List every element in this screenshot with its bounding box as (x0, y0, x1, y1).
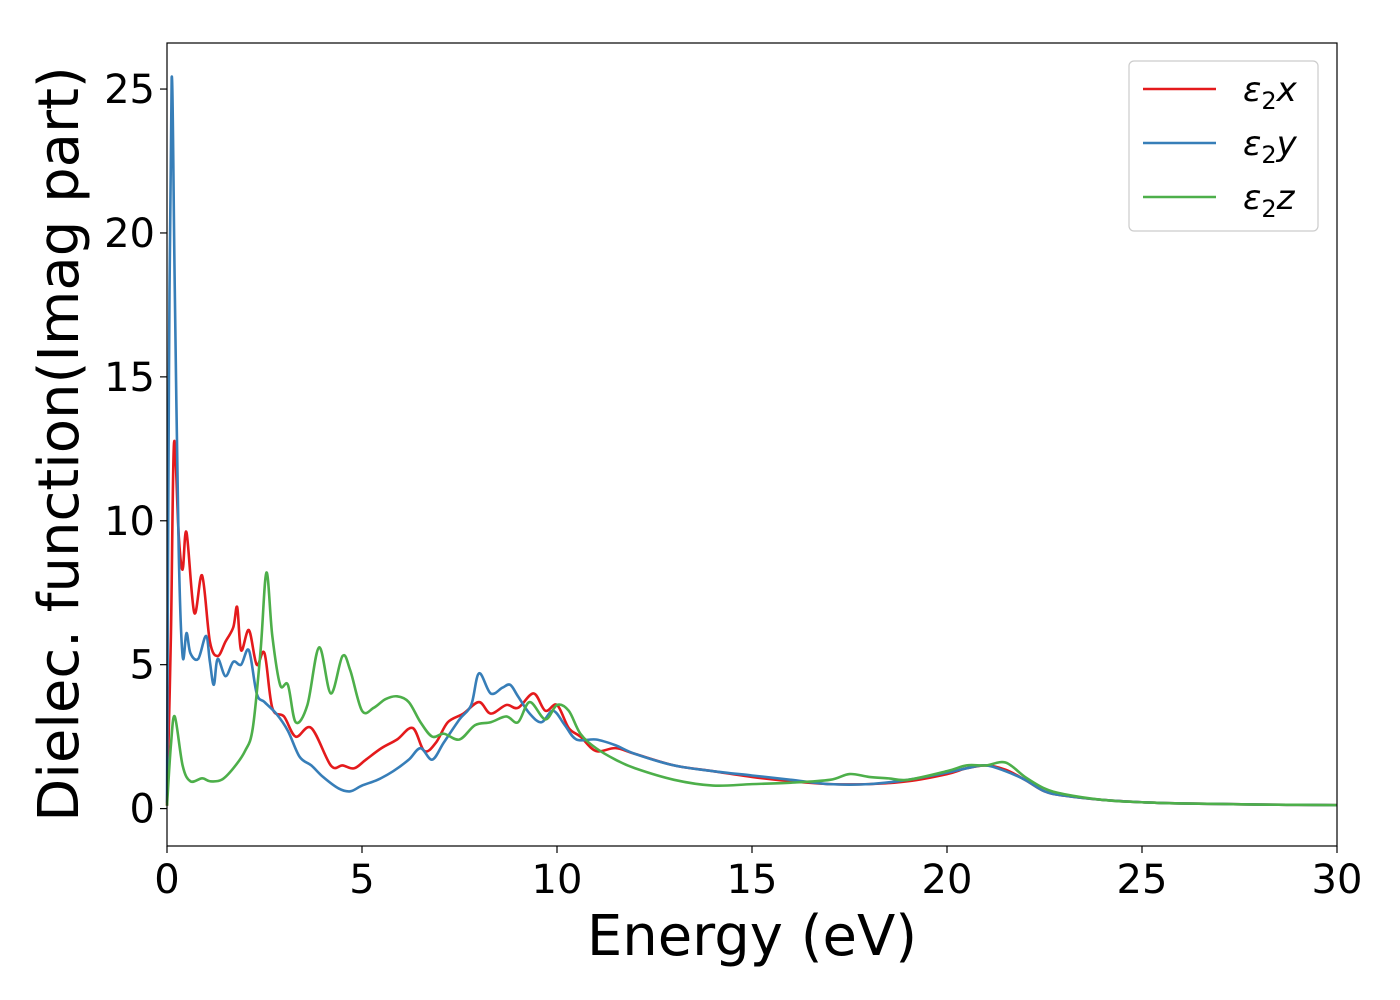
y-tick-label: 15 (104, 355, 155, 401)
x-tick-label: 30 (1312, 857, 1363, 903)
series-layer (165, 75, 1338, 807)
x-tick-label: 5 (349, 857, 374, 903)
legend-label-y: ε2y (1243, 124, 1298, 169)
legend: ε2x ε2y ε2z (1128, 60, 1319, 232)
y-tick-label: 20 (104, 211, 155, 257)
ticks-layer: 0 5 10 15 20 25 30 0 5 10 15 20 25 (104, 67, 1362, 903)
legend-label-z: ε2z (1243, 178, 1296, 223)
series-line-y (165, 75, 1338, 807)
y-tick-label: 25 (104, 67, 155, 113)
x-tick-label: 10 (532, 857, 583, 903)
x-axis-label: Energy (eV) (587, 904, 917, 969)
legend-frame (1128, 60, 1319, 232)
series-line-z (165, 571, 1338, 807)
x-tick-label: 0 (154, 857, 179, 903)
y-tick-label: 0 (130, 787, 155, 833)
y-tick-label: 5 (130, 643, 155, 689)
x-tick-label: 25 (1117, 857, 1168, 903)
x-tick-label: 20 (922, 857, 973, 903)
y-axis-label: Dielec. function(Imag part) (27, 66, 92, 822)
x-tick-label: 15 (727, 857, 778, 903)
y-tick-label: 10 (104, 499, 155, 545)
legend-label-x: ε2x (1243, 70, 1298, 115)
